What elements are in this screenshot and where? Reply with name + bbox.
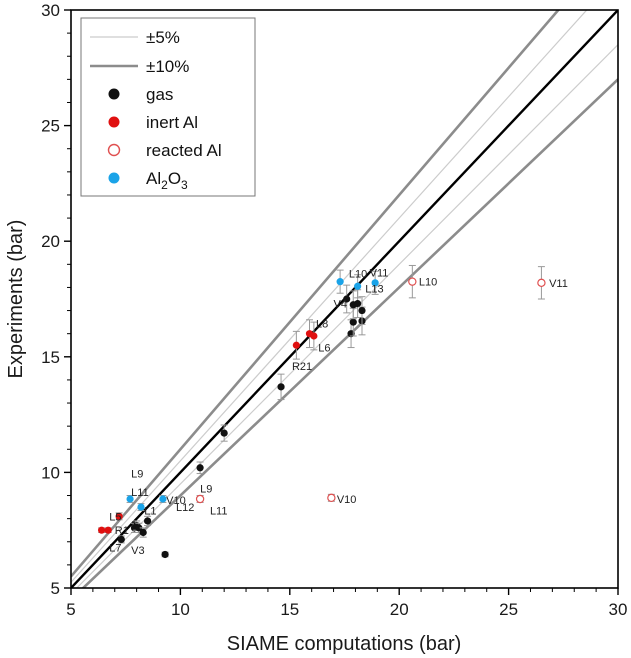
point-gas-7	[196, 464, 204, 472]
legend-swatch-al2o3	[108, 172, 120, 184]
point-reacted-2	[408, 277, 417, 286]
point-al2o3-1	[137, 503, 145, 511]
y-tick-label-25: 25	[41, 117, 60, 136]
legend-label-o: O	[168, 169, 181, 188]
point-label-l9: L9	[200, 484, 212, 496]
legend-swatch-reacted	[107, 143, 121, 157]
point-al2o3-2	[159, 495, 167, 503]
legend-swatch-gas	[108, 88, 120, 100]
y-tick-label-10: 10	[41, 463, 60, 482]
legend-label-sub-3: 3	[181, 178, 188, 192]
point-inert-1	[104, 526, 112, 534]
point-al2o3-4	[354, 282, 362, 290]
point-label-v11: V11	[549, 278, 568, 290]
point-gas-3	[135, 524, 143, 532]
reference-line-tol5-1	[71, 10, 588, 583]
legend-label-gas: gas	[146, 85, 173, 104]
point-gas-4	[139, 528, 147, 537]
point-reacted-1	[327, 493, 336, 503]
point-gas-16	[358, 306, 366, 315]
point-inert-0	[98, 526, 106, 534]
point-gas-8	[220, 429, 228, 437]
y-tick-label-5: 5	[51, 579, 60, 598]
point-label-l10: L10	[349, 269, 367, 281]
legend-label-al2o3: Al2O3	[146, 169, 188, 192]
y-tick-label-20: 20	[41, 232, 60, 251]
x-tick-label-15: 15	[280, 600, 299, 619]
point-gas-10	[343, 295, 351, 303]
legend-box	[80, 17, 256, 197]
point-label-v11: V11	[370, 267, 389, 279]
point-label-v10: V10	[166, 495, 186, 507]
point-label-v3: V3	[131, 545, 144, 557]
point-gas-12	[349, 318, 357, 326]
point-reacted-3	[537, 278, 546, 288]
reference-line-tol10-3	[71, 10, 561, 578]
x-tick-label-20: 20	[390, 600, 409, 619]
point-gas-5	[143, 517, 152, 525]
axes: 5 10 15 20 25 30 5 10 15 20 25 30	[41, 1, 627, 619]
legend-label-reacted: reacted Al	[146, 141, 222, 160]
point-al2o3-0	[126, 495, 134, 503]
point-al2o3-3	[336, 278, 344, 286]
point-label-l9: L9	[131, 469, 143, 481]
point-label-l10: L10	[419, 277, 437, 289]
y-axis-title: Experiments (bar)	[5, 220, 27, 379]
point-inert-3	[292, 341, 300, 349]
point-gas-9	[277, 383, 285, 391]
legend-swatch-inert	[108, 116, 120, 128]
legend-label-sub-2: 2	[161, 178, 168, 192]
y-tick-label-15: 15	[41, 348, 60, 367]
legend-label-tol5: ±5%	[146, 28, 180, 47]
point-label-r1: R1	[115, 525, 129, 537]
plot-frame	[70, 9, 619, 589]
point-gas-0	[117, 535, 125, 544]
point-inert-2	[115, 512, 123, 520]
x-tick-label-25: 25	[499, 600, 518, 619]
point-label-l1: L1	[144, 506, 156, 518]
point-label-l5: L5	[109, 511, 121, 523]
point-label-l13: L13	[365, 284, 383, 296]
x-tick-label-5: 5	[66, 600, 75, 619]
point-label-l12: L12	[176, 502, 194, 514]
point-al2o3-5	[371, 279, 379, 287]
x-axis-title: SIAME computations (bar)	[227, 633, 462, 655]
x-tick-label-10: 10	[171, 600, 190, 619]
data-markers	[98, 264, 546, 559]
reference-line-tol10-4	[81, 78, 618, 588]
point-label-l11: L11	[210, 506, 228, 518]
y-tick-label-30: 30	[41, 1, 60, 20]
legend-label-al: Al	[146, 169, 161, 188]
point-reacted-0	[195, 494, 205, 504]
legend-label-inert: inert Al	[146, 113, 198, 132]
point-label-l8: L8	[316, 318, 328, 330]
point-label-r21: R21	[292, 361, 312, 373]
point-label-l11: L11	[131, 487, 149, 499]
point-label-l6: L6	[318, 343, 330, 355]
point-label-v10: V10	[337, 494, 357, 506]
legend: ±5% ±10% gas inert Al reacted Al Al2O3	[80, 17, 256, 197]
legend-label-tol10: ±10%	[146, 57, 189, 76]
point-gas-6	[161, 550, 169, 559]
point-inert-5	[310, 332, 318, 340]
x-tick-label-30: 30	[609, 600, 628, 619]
point-gas-14	[354, 300, 362, 308]
point-label-l7: L7	[109, 543, 121, 555]
point-label-v4: V4	[334, 299, 347, 311]
